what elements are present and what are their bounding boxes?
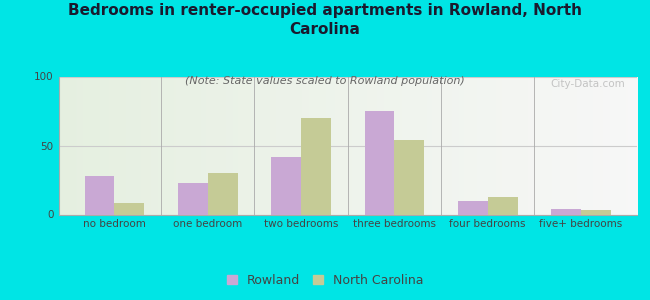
Bar (301, 118, 331, 214)
Bar (114, 203, 144, 214)
Text: City-Data.com: City-Data.com (551, 79, 625, 89)
Bar (84, 176, 114, 214)
Text: (Note: State values scaled to Rowland population): (Note: State values scaled to Rowland po… (185, 76, 465, 86)
Bar (581, 210, 611, 214)
Bar (178, 183, 208, 214)
Bar (458, 201, 488, 214)
Bar (365, 111, 395, 214)
Bar (208, 173, 238, 214)
Bar (271, 157, 301, 214)
Legend: Rowland, North Carolina: Rowland, North Carolina (223, 270, 427, 291)
Bar (551, 209, 581, 214)
Bar (488, 196, 517, 214)
Text: Bedrooms in renter-occupied apartments in Rowland, North
Carolina: Bedrooms in renter-occupied apartments i… (68, 3, 582, 37)
Bar (395, 140, 424, 214)
